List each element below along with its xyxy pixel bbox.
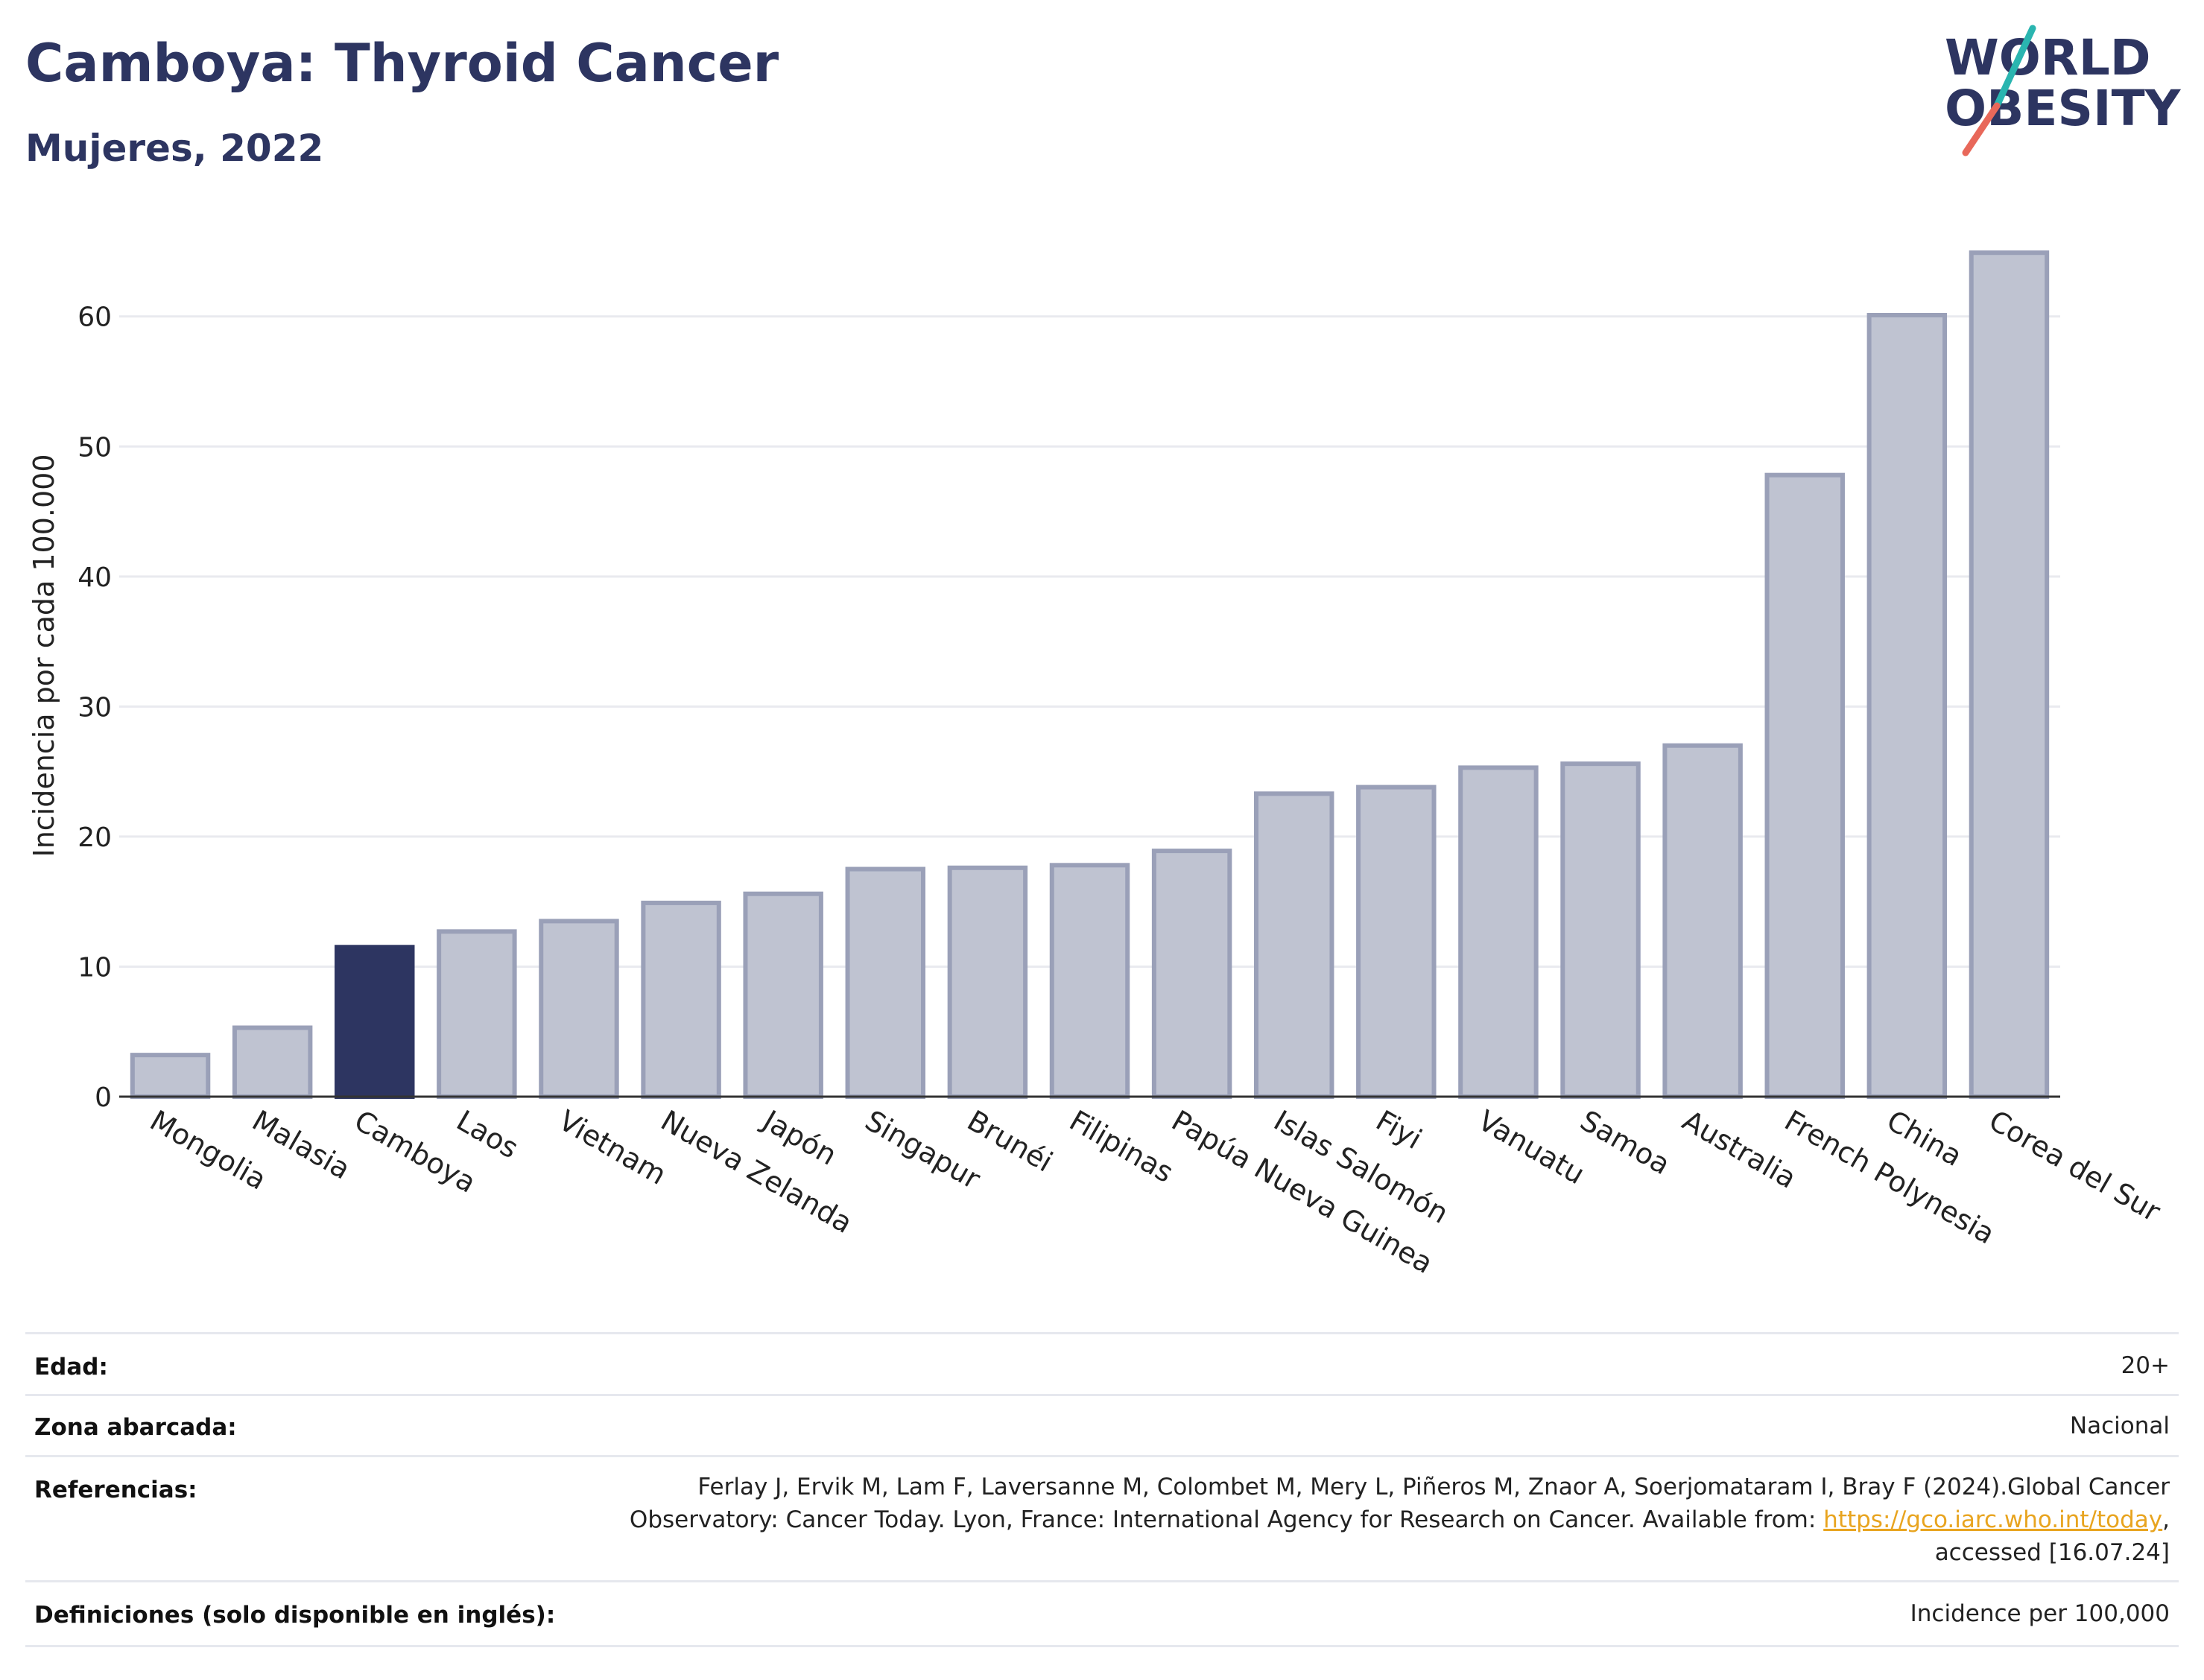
y-tick-label: 50 xyxy=(77,432,112,463)
x-tick-label: Singapur xyxy=(860,1104,987,1196)
bar-camboya[interactable] xyxy=(335,945,415,1099)
meta-label-area: Zona abarcada: xyxy=(34,1414,237,1441)
meta-value-age: 20+ xyxy=(2121,1352,2170,1379)
reference-line-2-suffix: , xyxy=(2162,1506,2170,1533)
bar-china[interactable] xyxy=(1866,312,1948,1099)
meta-label-definitions: Definiciones (solo disponible en inglés)… xyxy=(34,1602,556,1629)
bar-corea-del-sur[interactable] xyxy=(1969,250,2050,1100)
bar-filipinas[interactable] xyxy=(1049,863,1130,1099)
meta-value-references: Ferlay J, Ervik M, Lam F, Laversanne M, … xyxy=(630,1471,2170,1569)
y-tick-label: 60 xyxy=(77,302,112,333)
bar-brun-i[interactable] xyxy=(947,865,1028,1100)
bars xyxy=(130,250,2050,1100)
bar-vietnam[interactable] xyxy=(539,919,619,1100)
meta-label-references: Referencias: xyxy=(34,1477,197,1503)
bar-malasia[interactable] xyxy=(232,1025,313,1100)
x-tick-label: Samoa xyxy=(1575,1104,1676,1182)
meta-value-definitions: Incidence per 100,000 xyxy=(1910,1600,2170,1627)
y-axis-label: Incidencia por cada 100.000 xyxy=(28,454,60,857)
bar-french-polynesia[interactable] xyxy=(1764,472,1845,1099)
x-tick-label: Corea del Sur xyxy=(1983,1104,2166,1229)
bar-pap-a-nueva-guinea[interactable] xyxy=(1151,849,1232,1100)
meta-row-age: Edad: 20+ xyxy=(25,1334,2179,1394)
bar-samoa[interactable] xyxy=(1560,761,1641,1100)
svg-text:WORLD: WORLD xyxy=(1945,29,2151,86)
y-tick-label: 10 xyxy=(77,952,112,983)
meta-row-references: Referencias: Ferlay J, Ervik M, Lam F, L… xyxy=(25,1455,2179,1582)
x-tick-label: Filipinas xyxy=(1064,1104,1179,1189)
meta-label-age: Edad: xyxy=(34,1354,108,1381)
metadata-table: Edad: 20+ Zona abarcada: Nacional Refere… xyxy=(25,1332,2179,1647)
x-tick-label: Nueva Zelanda xyxy=(656,1104,858,1240)
x-tick-label: Laos xyxy=(451,1104,524,1165)
x-tick-label: Fiyi xyxy=(1370,1104,1427,1156)
world-obesity-logo: WORLD OBESITY xyxy=(1945,25,2182,156)
meta-row-definitions: Definiciones (solo disponible en inglés)… xyxy=(25,1580,2179,1647)
reference-line-3: accessed [16.07.24] xyxy=(1934,1539,2170,1566)
x-tick-label: Vanuatu xyxy=(1472,1104,1590,1191)
reference-link[interactable]: https://gco.iarc.who.int/today xyxy=(1823,1506,2163,1533)
bar-jap-n[interactable] xyxy=(743,891,823,1100)
bar-laos[interactable] xyxy=(437,929,517,1099)
reference-line-2: Observatory: Cancer Today. Lyon, France:… xyxy=(630,1503,2170,1536)
bar-mongolia[interactable] xyxy=(130,1053,211,1100)
x-tick-label: Australia xyxy=(1677,1104,1802,1195)
x-tick-label: Vietnam xyxy=(553,1104,671,1191)
y-tick-label: 0 xyxy=(95,1083,112,1113)
reference-line-1: Ferlay J, Ervik M, Lam F, Laversanne M, … xyxy=(697,1474,2170,1500)
y-tick-label: 40 xyxy=(77,562,112,593)
meta-row-area: Zona abarcada: Nacional xyxy=(25,1394,2179,1457)
bar-vanuatu[interactable] xyxy=(1458,765,1539,1100)
meta-value-area: Nacional xyxy=(2069,1413,2170,1439)
reference-line-2-prefix: Observatory: Cancer Today. Lyon, France:… xyxy=(629,1506,1824,1533)
x-tick-label: Mongolia xyxy=(145,1104,272,1196)
bar-australia[interactable] xyxy=(1662,743,1743,1100)
bar-singapur[interactable] xyxy=(845,866,926,1099)
chart-title: Camboya: Thyroid Cancer xyxy=(25,33,779,94)
y-tick-label: 20 xyxy=(77,822,112,853)
bar-fiyi[interactable] xyxy=(1356,784,1437,1099)
y-tick-label: 30 xyxy=(77,692,112,723)
bar-islas-salom-n[interactable] xyxy=(1253,791,1334,1099)
chart-subtitle: Mujeres, 2022 xyxy=(25,127,324,170)
bar-nueva-zelanda[interactable] xyxy=(641,900,721,1099)
